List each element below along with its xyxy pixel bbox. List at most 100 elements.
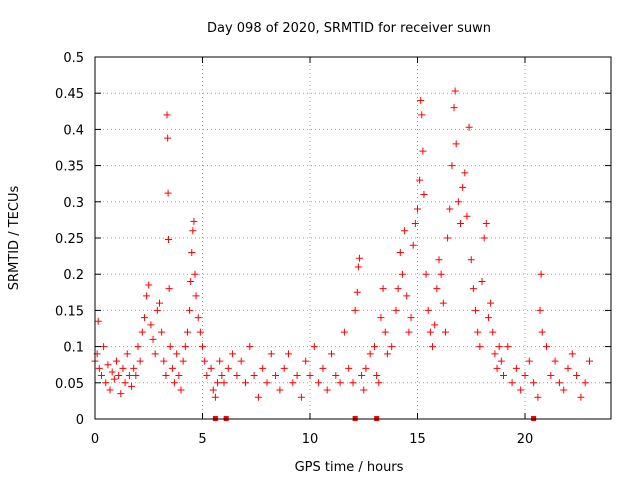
data-point: [388, 343, 396, 351]
data-point: [179, 357, 187, 365]
data-point: [417, 96, 425, 104]
data-point: [168, 364, 176, 372]
data-point: [508, 379, 516, 387]
data-point: [354, 263, 362, 271]
data-point: [551, 357, 559, 365]
data-point: [164, 134, 172, 142]
x-tick-label: 5: [198, 432, 206, 447]
y-tick-label: 0.3: [63, 196, 84, 211]
data-point: [336, 379, 344, 387]
data-point: [216, 357, 224, 365]
data-point: [448, 162, 456, 170]
data-point: [377, 314, 385, 322]
data-point: [110, 375, 118, 383]
data-point: [396, 248, 404, 256]
data-point: [272, 372, 280, 380]
data-point: [431, 321, 439, 329]
data-point: [439, 299, 447, 307]
data-point: [259, 364, 267, 372]
data-point: [164, 189, 172, 197]
data-point: [451, 87, 459, 95]
data-point: [414, 205, 421, 213]
data-point: [289, 379, 297, 387]
data-point: [381, 328, 389, 336]
data-point: [115, 372, 123, 380]
data-point: [360, 386, 368, 394]
data-point: [504, 343, 512, 351]
data-point: [353, 288, 361, 296]
data-point: [375, 379, 383, 387]
data-point: [461, 169, 469, 177]
data-point: [534, 393, 542, 401]
data-point: [491, 350, 499, 358]
data-point: [177, 386, 185, 394]
data-point: [229, 350, 237, 358]
data-point: [218, 372, 226, 380]
data-point: [476, 343, 484, 351]
data-point: [568, 350, 576, 358]
data-point: [530, 379, 538, 387]
data-point: [191, 270, 199, 278]
data-point: [474, 328, 482, 336]
data-point: [187, 277, 195, 285]
data-point: [517, 386, 525, 394]
data-point: [183, 328, 191, 336]
data-point: [211, 393, 219, 401]
data-point: [250, 372, 258, 380]
data-point: [465, 123, 473, 131]
data-point: [420, 191, 428, 199]
data-point: [94, 317, 102, 325]
data-point: [411, 220, 419, 228]
data-point: [495, 343, 503, 351]
data-point: [143, 292, 151, 300]
data-point: [192, 292, 200, 300]
data-point: [306, 372, 314, 380]
data-point: [371, 343, 378, 351]
data-point: [315, 379, 323, 387]
data-point: [422, 270, 430, 278]
data-point: [401, 227, 409, 235]
data-point: [175, 372, 183, 380]
y-tick-label: 0.45: [55, 87, 84, 102]
data-point: [472, 306, 480, 314]
data-point: [332, 372, 340, 380]
grid-lines: [95, 57, 611, 419]
data-point: [171, 379, 179, 387]
data-point: [117, 390, 125, 398]
data-point: [203, 372, 211, 380]
data-point: [201, 357, 209, 365]
data-point: [285, 350, 292, 358]
data-point: [392, 306, 400, 314]
y-tick-label: 0.1: [63, 341, 84, 356]
data-point: [525, 357, 533, 365]
data-point: [162, 372, 170, 380]
data-point: [328, 350, 335, 358]
data-point: [136, 357, 144, 365]
data-point: [173, 350, 181, 358]
data-point: [113, 357, 120, 365]
data-point: [489, 328, 497, 336]
data-point: [484, 314, 492, 322]
data-point: [224, 364, 232, 372]
data-point: [160, 357, 168, 365]
data-point: [181, 343, 189, 351]
x-tick-label: 15: [409, 432, 426, 447]
data-point: [480, 234, 488, 242]
data-point: [207, 364, 215, 372]
data-point: [254, 393, 262, 401]
data-point: [537, 270, 545, 278]
data-point: [536, 306, 544, 314]
data-point: [130, 364, 138, 372]
data-point: [188, 248, 196, 256]
data-point: [138, 328, 146, 336]
x-axis-label: GPS time / hours: [295, 460, 404, 475]
data-point: [450, 104, 458, 112]
data-point: [435, 256, 443, 264]
y-tick-label: 0.35: [55, 160, 84, 175]
data-point: [340, 328, 348, 336]
data-point: [379, 285, 387, 293]
data-point: [581, 379, 589, 387]
data-point: [433, 285, 441, 293]
data-point: [158, 328, 166, 336]
